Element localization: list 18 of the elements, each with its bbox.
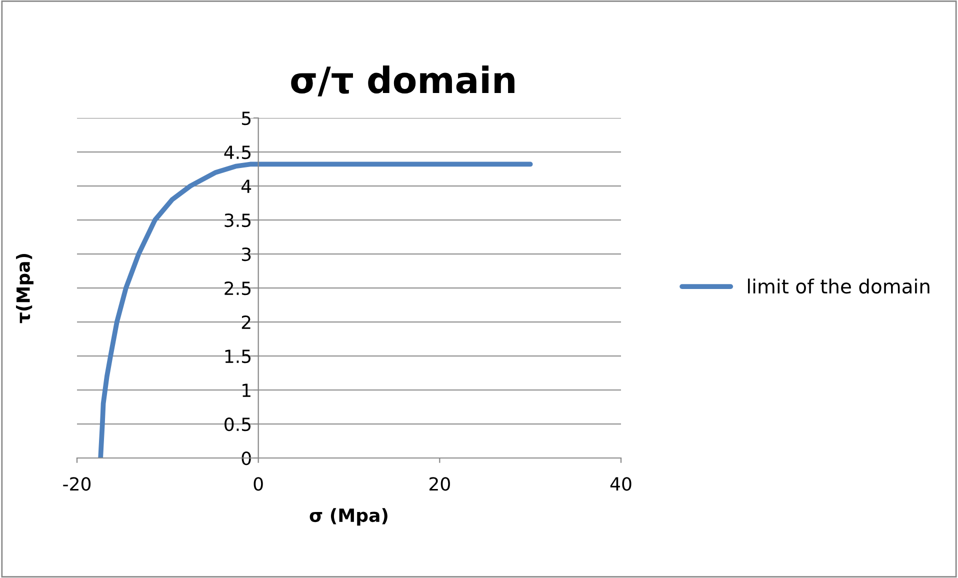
chart-title: σ/τ domain — [291, 66, 514, 96]
y-tick-label: 3 — [242, 247, 251, 262]
x-tick-label: 0 — [254, 477, 263, 491]
y-tick-label: 1.5 — [225, 350, 251, 364]
y-tick-label: 0.5 — [224, 417, 251, 432]
y-tick-label: 1 — [242, 384, 250, 397]
x-tick-label: 40 — [610, 477, 632, 491]
y-tick-label: 3.5 — [224, 213, 251, 228]
y-axis-title: τ(Mpa) — [16, 254, 34, 324]
x-tick-label: -20 — [63, 477, 91, 491]
legend-label: limit of the domain — [748, 278, 930, 294]
x-tick-label: 20 — [430, 477, 450, 491]
y-tick-label: 4.5 — [224, 146, 251, 160]
y-tick-label: 2 — [242, 315, 250, 329]
x-axis-title: σ (Mpa) — [310, 508, 388, 526]
y-tick-label: 4 — [241, 180, 252, 193]
y-tick-label: 2.5 — [224, 281, 251, 296]
y-tick-label: 5 — [242, 112, 251, 126]
